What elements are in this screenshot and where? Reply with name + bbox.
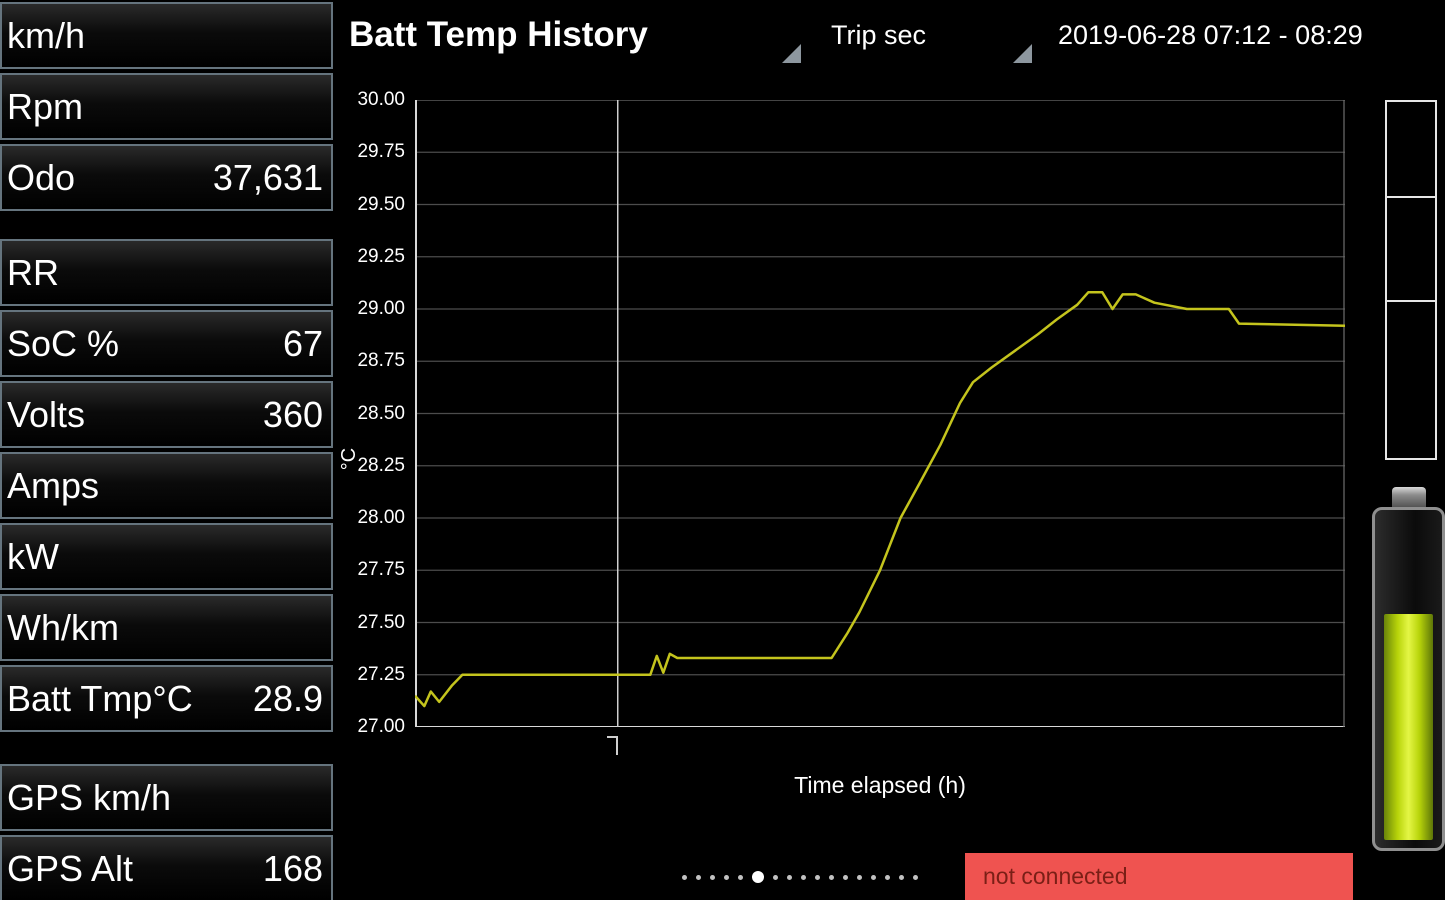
pager-dot-active[interactable] — [752, 871, 764, 883]
y-tick-label: 29.00 — [357, 298, 405, 319]
pager-dot[interactable] — [815, 874, 820, 880]
y-axis-unit-label: °C — [338, 447, 360, 471]
dropdown-corner-icon — [782, 44, 801, 63]
y-tick-label: 29.75 — [357, 141, 405, 163]
sidebar-row-batt-temp[interactable]: Batt Tmp°C 28.9 — [0, 665, 333, 732]
dropdown-corner-icon — [1013, 44, 1032, 63]
sidebar-group-speed: km/h Rpm Odo 37,631 — [0, 2, 333, 215]
battery-cap — [1391, 487, 1426, 507]
y-tick-label: 27.50 — [357, 611, 405, 633]
row-label: kW — [7, 535, 59, 577]
sidebar-row-soc[interactable]: SoC % 67 — [0, 310, 333, 377]
y-tick-label: 29.25 — [357, 245, 405, 267]
chart-plot — [415, 100, 1345, 727]
row-value: 28.9 — [252, 677, 323, 719]
sidebar: km/h Rpm Odo 37,631 RR SoC % 67 Volt — [0, 0, 335, 900]
pager-dot[interactable] — [913, 874, 918, 880]
sidebar-row-odo[interactable]: Odo 37,631 — [0, 144, 333, 211]
pager-dot[interactable] — [787, 874, 792, 880]
pager-dot[interactable] — [843, 874, 848, 880]
row-label: Batt Tmp°C — [7, 677, 193, 719]
sidebar-row-rr[interactable]: RR — [0, 239, 333, 306]
row-label: SoC % — [7, 322, 120, 364]
row-label: GPS Alt — [7, 847, 134, 889]
row-value: 168 — [262, 847, 323, 889]
battery-body — [1372, 507, 1445, 851]
battery-soc-icon — [1372, 487, 1445, 855]
y-tick-label: 27.75 — [357, 559, 405, 581]
row-label: Volts — [7, 393, 86, 435]
pager-dot[interactable] — [801, 874, 806, 880]
pager-dot[interactable] — [871, 874, 876, 880]
segment-gauge — [1385, 100, 1437, 460]
battery-fill-level — [1384, 613, 1433, 840]
pager-dot[interactable] — [773, 874, 778, 880]
sidebar-row-whkm[interactable]: Wh/km — [0, 594, 333, 661]
pager-dot[interactable] — [724, 874, 729, 880]
temp-series-line — [415, 291, 1345, 708]
y-tick-label: 28.00 — [357, 507, 405, 528]
axis-cursor-tick-icon — [607, 736, 618, 755]
gauge-divider — [1387, 196, 1435, 199]
gauge-divider — [1387, 299, 1435, 302]
y-tick-label: 27.25 — [357, 663, 405, 685]
y-tick-label: 27.00 — [357, 716, 405, 737]
sidebar-row-gps-alt[interactable]: GPS Alt 168 — [0, 835, 333, 900]
y-tick-label: 28.50 — [357, 402, 405, 424]
pager-dot[interactable] — [885, 874, 890, 880]
row-label: Rpm — [7, 85, 84, 127]
status-banner: not connected — [965, 853, 1353, 900]
top-bar: Batt Temp History Trip sec 2019-06-28 07… — [335, 0, 1445, 70]
y-tick-label: 28.25 — [357, 454, 405, 476]
trip-selector[interactable]: Trip sec — [831, 20, 927, 50]
sidebar-row-volts[interactable]: Volts 360 — [0, 381, 333, 448]
pager-dot[interactable] — [857, 874, 862, 880]
pager-dot[interactable] — [682, 874, 687, 880]
sidebar-row-rpm[interactable]: Rpm — [0, 73, 333, 140]
row-label: GPS km/h — [7, 776, 172, 818]
chart-area: 30.00 29.75 29.50 29.25 29.00 28.75 28.50 28.25… — [335, 70, 1445, 900]
trip-date-range: 2019-06-28 07:12 - 08:29 — [1058, 20, 1363, 50]
sidebar-row-kw[interactable]: kW — [0, 523, 333, 590]
row-label: RR — [7, 251, 59, 293]
sidebar-row-gps-kmh[interactable]: GPS km/h — [0, 764, 333, 831]
pager-dot[interactable] — [738, 874, 743, 880]
sidebar-row-kmh[interactable]: km/h — [0, 2, 333, 69]
row-value: 37,631 — [212, 156, 323, 198]
row-label: Amps — [7, 464, 100, 506]
sidebar-row-amps[interactable]: Amps — [0, 452, 333, 519]
row-value: 360 — [262, 393, 323, 435]
pager-dot[interactable] — [829, 874, 834, 880]
pager-dot[interactable] — [899, 874, 904, 880]
x-axis-label: Time elapsed (h) — [794, 772, 966, 798]
y-tick-label: 29.50 — [357, 193, 405, 215]
display-selector[interactable]: Batt Temp History — [349, 15, 648, 54]
pager-dot[interactable] — [696, 874, 701, 880]
row-value: 67 — [282, 322, 323, 364]
sidebar-group-battery: RR SoC % 67 Volts 360 Amps kW Wh/km — [0, 239, 333, 736]
row-label: Odo — [7, 156, 76, 198]
sidebar-group-gps: GPS km/h GPS Alt 168 — [0, 764, 333, 900]
pager-dot[interactable] — [710, 874, 715, 880]
page-indicator[interactable] — [682, 868, 918, 886]
y-tick-label: 30.00 — [357, 89, 405, 110]
y-tick-label: 28.75 — [357, 350, 405, 372]
row-label: km/h — [7, 14, 86, 56]
row-label: Wh/km — [7, 606, 119, 648]
